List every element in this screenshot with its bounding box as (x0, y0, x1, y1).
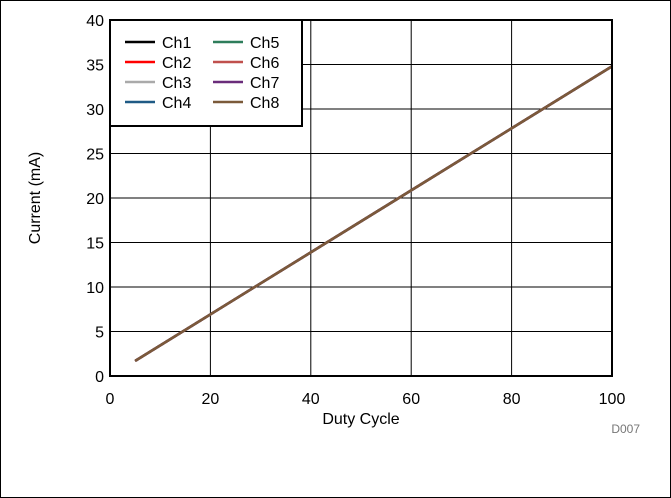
legend-label-ch6: Ch6 (250, 55, 279, 72)
legend-label-ch1: Ch1 (162, 35, 191, 52)
y-tick-label-5: 25 (86, 147, 104, 164)
series-line-ch8 (134, 65, 613, 362)
y-tick-label-0: 0 (95, 369, 104, 386)
x-axis-tick-labels: 0 20 40 60 80 100 (106, 391, 626, 408)
x-axis-label: Duty Cycle (322, 411, 399, 428)
y-tick-label-4: 20 (86, 191, 104, 208)
series-lines (134, 65, 613, 362)
x-tick-label-3: 60 (402, 391, 420, 408)
legend-label-ch5: Ch5 (250, 35, 279, 52)
legend-label-ch4: Ch4 (162, 95, 191, 112)
legend-label-ch7: Ch7 (250, 75, 279, 92)
y-axis-label: Current (mA) (27, 152, 44, 244)
x-tick-label-0: 0 (106, 391, 115, 408)
y-tick-label-1: 5 (95, 325, 104, 342)
y-tick-label-3: 15 (86, 236, 104, 253)
y-tick-label-6: 30 (86, 102, 104, 119)
y-tick-label-7: 35 (86, 58, 104, 75)
legend-label-ch2: Ch2 (162, 55, 191, 72)
legend-label-ch3: Ch3 (162, 75, 191, 92)
y-axis-tick-labels: 0 5 10 15 20 25 30 35 40 (86, 13, 104, 386)
y-tick-label-8: 40 (86, 13, 104, 30)
figure-id-annotation: D007 (611, 422, 640, 436)
x-tick-label-4: 80 (503, 391, 521, 408)
x-tick-label-1: 20 (202, 391, 220, 408)
x-tick-label-5: 100 (599, 391, 626, 408)
legend: Ch1 Ch2 Ch3 Ch4 Ch5 Ch6 Ch7 Ch8 (109, 19, 303, 127)
legend-label-ch8: Ch8 (250, 95, 279, 112)
plot-area-border (109, 19, 613, 377)
y-tick-label-2: 10 (86, 280, 104, 297)
legend-box (109, 19, 303, 127)
x-tick-label-2: 40 (302, 391, 320, 408)
